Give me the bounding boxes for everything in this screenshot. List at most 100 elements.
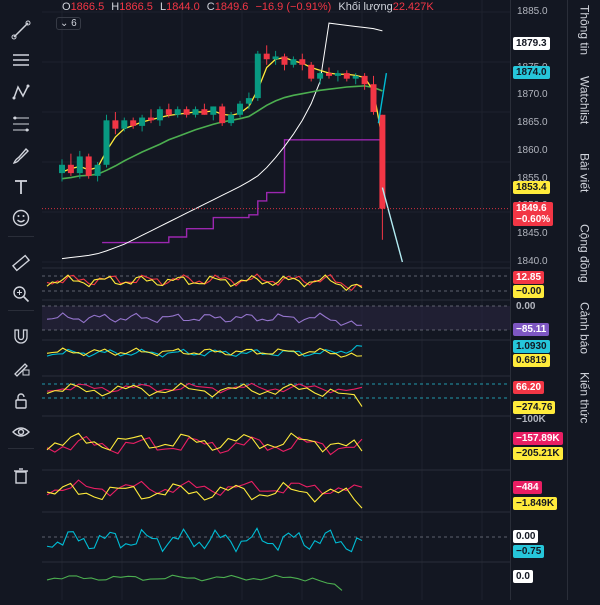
panel4-pink-line — [46, 382, 363, 394]
panel8-green-line — [46, 574, 343, 591]
candle-body[interactable] — [370, 84, 377, 112]
open-value: 1866.5 — [70, 1, 105, 13]
price-tag: 1874.0 — [513, 66, 550, 80]
panel2-purple-line — [46, 312, 363, 327]
candle-body[interactable] — [67, 164, 74, 174]
candle-body[interactable] — [94, 164, 101, 176]
candle-body[interactable] — [192, 109, 199, 115]
price-tag: 1879.3 — [513, 36, 550, 50]
ma-white-tail — [381, 187, 404, 263]
zoom-tool[interactable] — [6, 281, 36, 307]
toolbar-divider — [8, 236, 34, 237]
volume-value: 22.427K — [392, 1, 434, 13]
emoji-icon — [12, 209, 30, 227]
sidebar-tab-1[interactable]: Watchlist — [568, 68, 600, 132]
candle-body[interactable] — [130, 120, 137, 126]
panel-value-tag: −1.849K — [513, 497, 558, 510]
toolbar-divider — [8, 448, 34, 449]
magnet-tool[interactable] — [6, 323, 36, 349]
candle-body[interactable] — [343, 73, 350, 79]
price-axis[interactable]: 1885.01875.01870.01865.01860.01855.01850… — [510, 0, 568, 600]
sidebar-tab-3[interactable]: Cộng đồng — [568, 218, 600, 288]
candle-body[interactable] — [245, 98, 252, 104]
horizontal-lines-icon — [13, 54, 29, 66]
panel-value-tag: 1.0930 — [513, 340, 550, 353]
fib-tool[interactable] — [6, 111, 36, 137]
candle-body[interactable] — [308, 64, 315, 79]
candle-body[interactable] — [290, 59, 297, 65]
candle-body[interactable] — [210, 106, 217, 115]
candle-body[interactable] — [352, 75, 359, 79]
candle-body[interactable] — [59, 164, 65, 174]
candle-body[interactable] — [263, 53, 270, 60]
chart-area[interactable] — [42, 0, 510, 600]
candle-body[interactable] — [148, 117, 154, 121]
sidebar-tab-4[interactable]: Cảnh báo — [568, 296, 600, 360]
candle-body[interactable] — [281, 56, 288, 65]
path-tool[interactable] — [6, 79, 36, 105]
emoji-tool[interactable] — [6, 205, 36, 231]
candle-body[interactable] — [272, 56, 279, 60]
candle-body[interactable] — [379, 114, 386, 209]
panel-value-tag: −205.21K — [513, 447, 563, 460]
high-value: 1866.5 — [119, 1, 153, 13]
panel-value-tag: 12.85 — [513, 271, 545, 284]
candle-body[interactable] — [334, 73, 341, 76]
panel-value-tag: 0.6819 — [513, 354, 550, 367]
panel5-yellow-line — [46, 432, 363, 453]
zoom-icon — [13, 286, 30, 303]
eye-icon — [12, 427, 30, 437]
candle-body[interactable] — [183, 109, 190, 115]
eye-tool[interactable] — [6, 419, 36, 445]
sidebar-tab-label: Cảnh báo — [577, 301, 592, 355]
brush-icon — [12, 147, 29, 164]
candle-body[interactable] — [121, 120, 128, 129]
lock-tool[interactable] — [6, 388, 36, 414]
candle-body[interactable] — [228, 114, 235, 124]
candle-body[interactable] — [76, 156, 83, 174]
candle-body[interactable] — [85, 156, 92, 176]
cyan-tail — [377, 73, 388, 124]
panel2-band — [42, 306, 510, 330]
candle-body[interactable] — [165, 109, 172, 115]
sidebar-tab-2[interactable]: Bài viết — [568, 140, 600, 206]
candle-body[interactable] — [299, 59, 306, 65]
chart-canvas[interactable] — [42, 0, 510, 600]
low-value: 1844.0 — [166, 1, 200, 13]
trendline-tool[interactable] — [6, 17, 36, 43]
price-tag-change: −0.60% — [516, 213, 551, 225]
candle-body[interactable] — [201, 109, 208, 115]
candle-body[interactable] — [156, 109, 163, 121]
candle-body[interactable] — [317, 73, 324, 79]
lock-draw-icon — [14, 363, 30, 377]
panel-value-tag: 66.20 — [513, 381, 545, 394]
toolbar-divider — [8, 310, 34, 311]
sidebar-tab-0[interactable]: Thông tin — [568, 0, 600, 60]
lock-icon — [15, 393, 27, 409]
panel1-yellow-line — [46, 274, 363, 292]
candle-body[interactable] — [254, 53, 261, 99]
candle-body[interactable] — [361, 75, 368, 85]
text-tool[interactable] — [6, 174, 36, 200]
candle-body[interactable] — [139, 117, 146, 126]
sidebar-tab-label: Cộng đồng — [577, 223, 592, 283]
panel-value-tag: 0.00 — [516, 301, 536, 312]
trash-tool[interactable] — [6, 463, 36, 489]
panel-value-tag: −484 — [513, 481, 542, 494]
panel5-pink-line — [46, 435, 363, 456]
candle-body[interactable] — [326, 73, 332, 76]
sidebar-tab-5[interactable]: Kiến thức — [568, 368, 600, 428]
open-label: O — [62, 1, 71, 13]
panel-value-tag: −274.76 — [513, 401, 556, 414]
candle-body[interactable] — [237, 103, 243, 115]
lock-draw-tool[interactable] — [6, 355, 36, 381]
price-tick: 1865.0 — [517, 117, 548, 129]
ruler-tool[interactable] — [6, 250, 36, 276]
candle-body[interactable] — [174, 109, 181, 115]
candle-body[interactable] — [219, 106, 226, 124]
candle-body[interactable] — [112, 120, 119, 129]
horizontal-lines-tool[interactable] — [6, 47, 36, 73]
candle-body[interactable] — [103, 120, 110, 165]
brush-tool[interactable] — [6, 143, 36, 169]
indicator-toggle[interactable]: ⌄ 6 — [56, 17, 81, 30]
